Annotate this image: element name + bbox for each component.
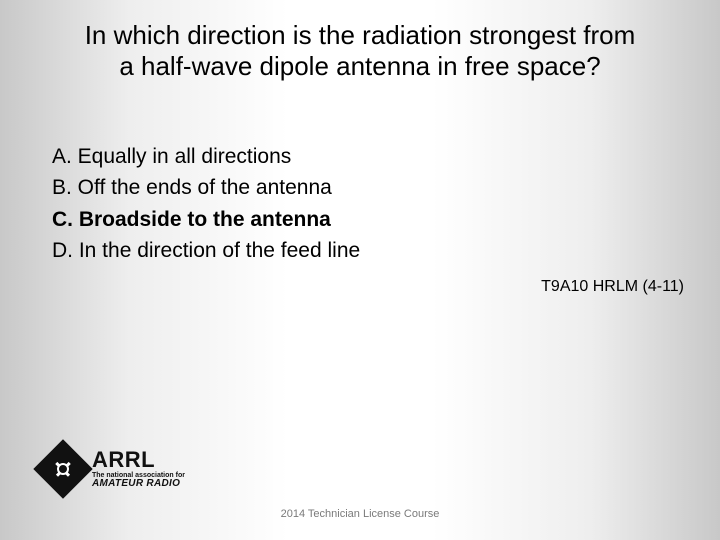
- question-reference: T9A10 HRLM (4-11): [541, 278, 684, 296]
- arrl-logo-tagline: The national association for AMATEUR RAD…: [92, 472, 185, 489]
- answer-b: B. Off the ends of the antenna: [52, 173, 360, 202]
- question-block: In which direction is the radiation stro…: [48, 20, 672, 82]
- question-title: In which direction is the radiation stro…: [48, 20, 672, 82]
- answer-d: D. In the direction of the feed line: [52, 236, 360, 265]
- arrl-logo: ARRL The national association for AMATEU…: [42, 448, 185, 490]
- footer-text: 2014 Technician License Course: [0, 508, 720, 520]
- arrl-diamond-icon: [33, 439, 92, 498]
- arrl-logo-text: ARRL The national association for AMATEU…: [92, 449, 185, 489]
- answer-a: A. Equally in all directions: [52, 142, 360, 171]
- question-line-1: In which direction is the radiation stro…: [85, 20, 636, 50]
- slide: In which direction is the radiation stro…: [0, 0, 720, 540]
- question-line-2: a half-wave dipole antenna in free space…: [119, 51, 600, 81]
- arrl-tagline-bold: AMATEUR RADIO: [92, 478, 180, 489]
- answers-block: A. Equally in all directions B. Off the …: [52, 142, 360, 268]
- arrl-logo-main: ARRL: [92, 449, 185, 471]
- answer-c: C. Broadside to the antenna: [52, 205, 360, 234]
